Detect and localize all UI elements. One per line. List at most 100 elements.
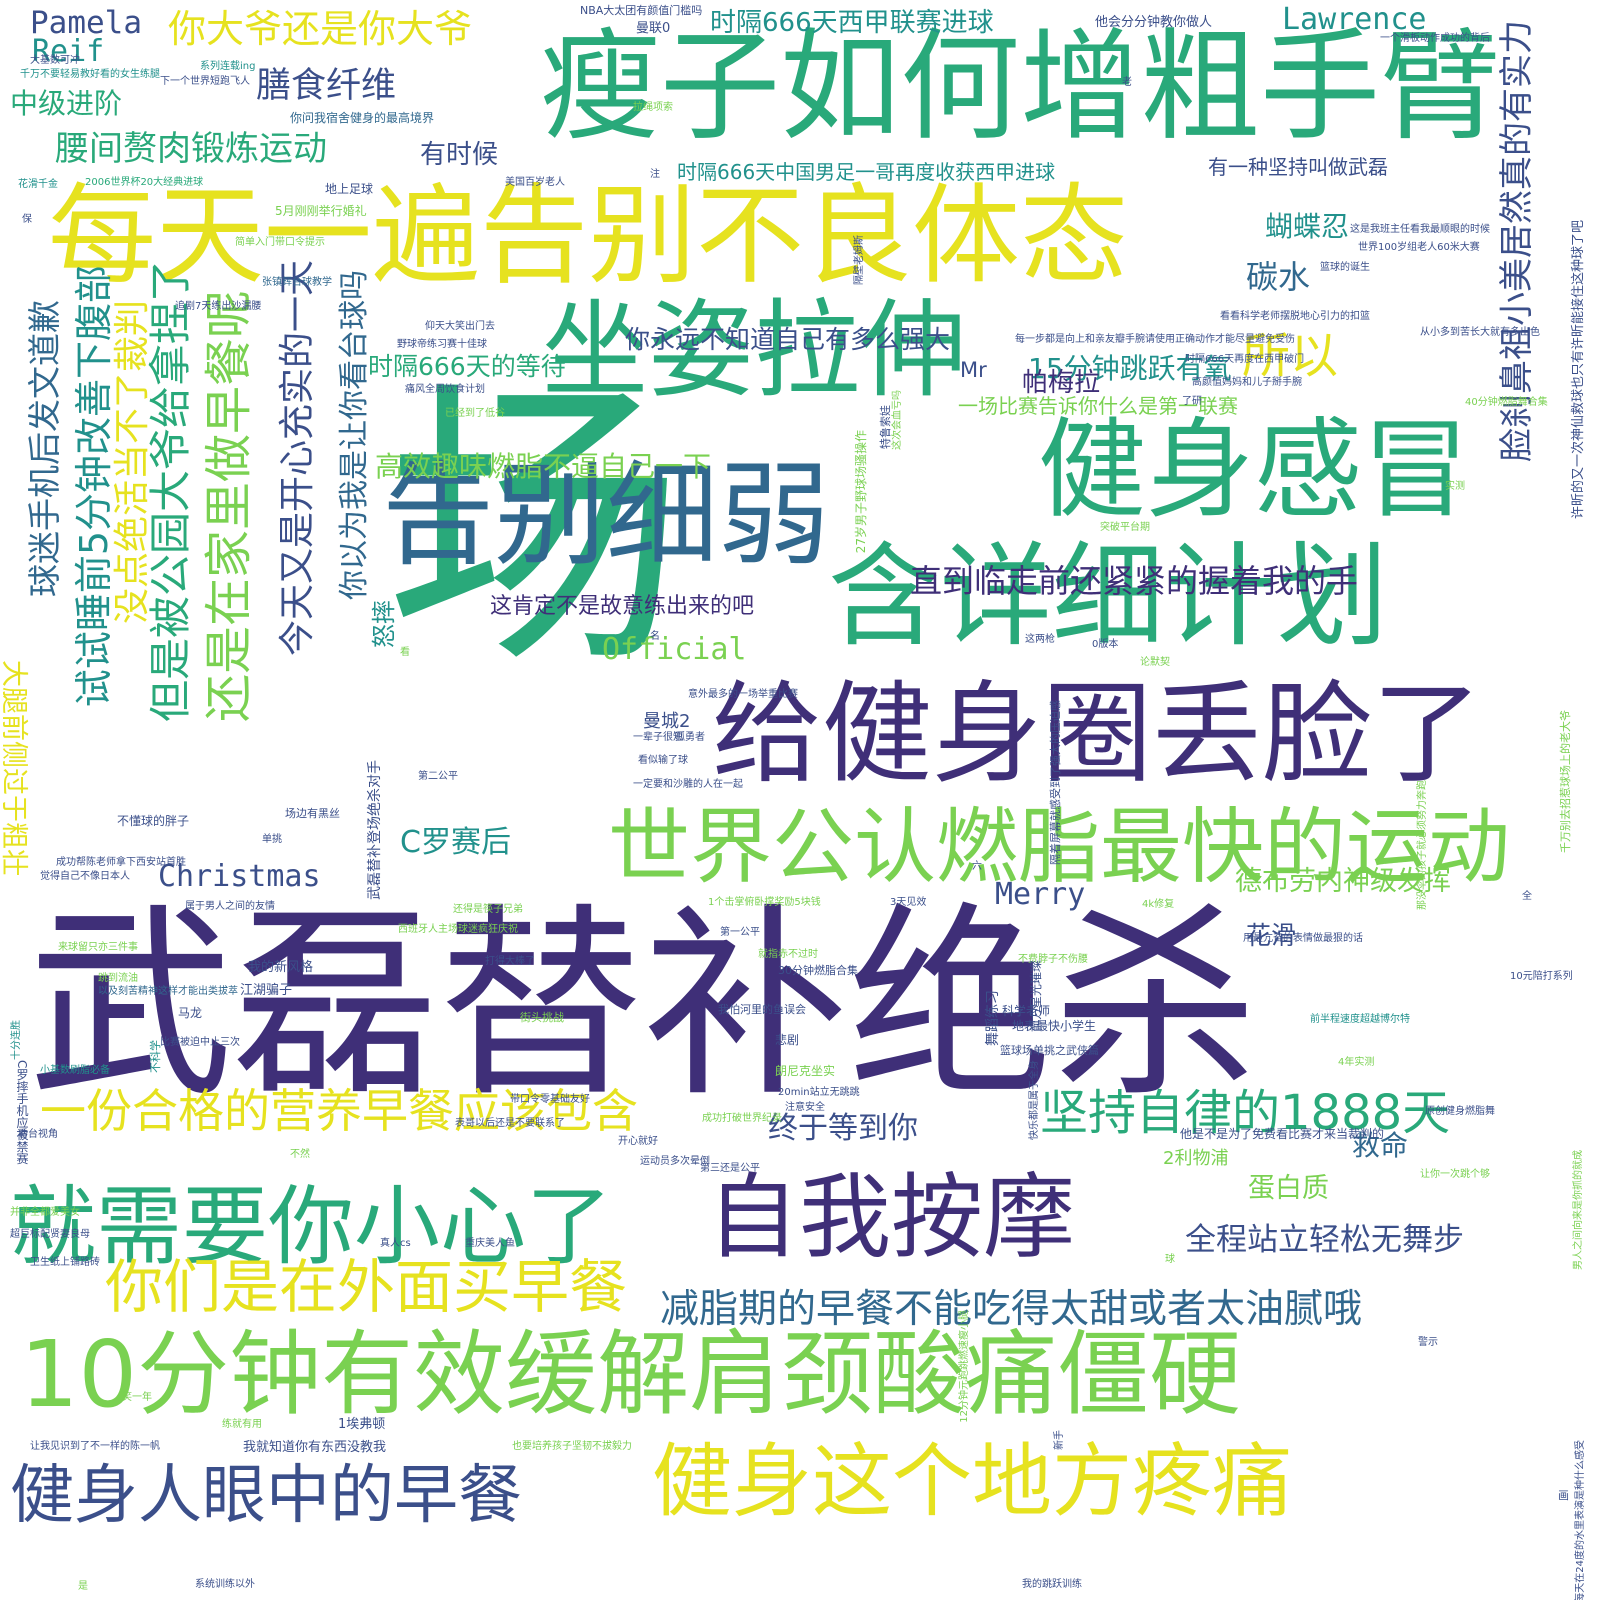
word: 跳到流油 xyxy=(98,973,138,984)
word: 世界100岁组老人60米大赛 xyxy=(1358,242,1480,253)
word: 张镇辉台球教学 xyxy=(262,277,332,288)
word: 高颜值妈妈和儿子掰手腕 xyxy=(1192,377,1302,388)
word: 每天一遍告别不良体态 xyxy=(48,174,1129,299)
word: 脸刹鼻祖小美居然真的有实力 xyxy=(1497,20,1537,462)
word: 第一公平 xyxy=(720,927,760,938)
word: 他会分分钟教你做人 xyxy=(1095,15,1213,30)
word: 不然 xyxy=(290,1149,310,1160)
word: 看看科学老师摆脱地心引力的扣篮 xyxy=(1220,311,1370,322)
word: 觉得自己不像日本人 xyxy=(40,871,130,882)
word: 27岁男子野球场骚操作 xyxy=(854,430,868,554)
word: 追剧7天练出沙漏腰 xyxy=(175,301,262,312)
word: 系统训练以外 xyxy=(195,1579,255,1590)
word: Pamela xyxy=(30,5,142,41)
word: 中级进阶 xyxy=(10,87,123,120)
word: C罗摔手机应被禁赛 xyxy=(15,1060,29,1165)
word: 时隔666天中国男足一哥再度收获西甲进球 xyxy=(677,160,1056,184)
word: 有时候 xyxy=(420,140,499,170)
word: 碳水 xyxy=(1246,258,1311,296)
word: C罗赛后 xyxy=(400,825,511,860)
word: 大腿前侧过于粗壮 xyxy=(0,660,29,876)
word: 让我见识到了不一样的陈一帆 xyxy=(30,1441,160,1452)
word: 了研 xyxy=(1182,396,1202,407)
word: 我的新风格 xyxy=(248,960,314,975)
word: Lawrence xyxy=(1282,2,1427,37)
word: 减脂期的早餐不能吃得太甜或者太油腻哦 xyxy=(660,1287,1363,1332)
word: 千万不要轻易教好看的女生练腿 xyxy=(20,69,160,80)
word: 让你一次跳个够 xyxy=(1420,1169,1490,1180)
word: 时隔666天西甲联赛进球 xyxy=(710,8,994,38)
word: 男人之间向来是你抓的就成 xyxy=(1573,1150,1584,1270)
word: 就需要你小心了 xyxy=(10,1177,612,1277)
word: 他是不是为了免费看比赛才来当裁判的 xyxy=(1180,1127,1385,1141)
word: 1个击掌俯卧撑奖励5块钱 xyxy=(708,897,821,908)
word: 球迷手机后发文道歉 xyxy=(25,300,64,597)
word: Official xyxy=(602,632,747,667)
word: 练就有用 xyxy=(222,1419,262,1430)
word: 来球留只亦三件事 xyxy=(58,942,138,953)
word: 曼联0 xyxy=(636,21,671,36)
word: 老 xyxy=(1122,77,1132,88)
word: 单挑 xyxy=(262,834,282,845)
word: 比赛被迫中止三次 xyxy=(160,1037,240,1048)
word: NBA大太团有颜值门槛吗 xyxy=(580,4,703,17)
word: 以及刻苦精神这样才能出类拔萃 xyxy=(98,986,238,997)
word: 新手 xyxy=(1054,1430,1065,1450)
word: 江湖骗子 xyxy=(240,983,293,998)
word: 40分钟燃脂舞合集 xyxy=(1465,397,1548,408)
word: 帕梅拉 xyxy=(1022,368,1101,398)
word: 自我按摩 xyxy=(707,1164,1076,1271)
word: 场边有黑丝 xyxy=(285,807,340,820)
word: 突破平台期 xyxy=(1100,522,1150,533)
word: 注意安全 xyxy=(785,1102,825,1113)
word: 打得大棒了 xyxy=(485,956,535,967)
word: 开心就好 xyxy=(618,1136,658,1147)
word: 系列连载ing xyxy=(200,61,256,72)
word: 许昕的又一次神仙救球也只有许昕能接住这种球了吧 xyxy=(1571,220,1586,520)
word: 全程站立轻松无舞步 xyxy=(1185,1222,1464,1258)
word: 不懂球的胖子 xyxy=(117,814,190,828)
word: 马龙 xyxy=(178,1006,203,1020)
word: 科学老师 xyxy=(1002,1004,1051,1018)
word: 蝴蝶忍 xyxy=(1265,210,1350,243)
word: 朗尼克坐实 xyxy=(775,1064,836,1078)
word: 武磊替补绝杀 xyxy=(28,887,1258,1125)
word: 简单入门带口令提示 xyxy=(235,237,325,248)
word: 一辈子很短 xyxy=(633,732,683,743)
word: 隔壁老姆斯 xyxy=(854,235,865,285)
word: 下一个世界短跑飞人 xyxy=(160,76,250,87)
word: 时隔666天再度在西甲破门 xyxy=(1185,354,1305,365)
word: 瘦子如何增粗手臂 xyxy=(540,18,1500,157)
word: 场 xyxy=(385,355,685,704)
word: 篮球的诞生 xyxy=(1320,262,1370,273)
word: 属于男人之间的友情 xyxy=(185,901,275,912)
word: 用最亢奋的表情做最狠的话 xyxy=(1243,933,1363,944)
word: 所以 xyxy=(1242,328,1339,384)
word: 第三还是公平 xyxy=(700,1163,760,1174)
word: 是 xyxy=(78,1581,88,1592)
word: 这肯定不是故意练出来的吧 xyxy=(490,594,755,619)
word: 告别细弱 xyxy=(382,451,830,581)
word: 前方星光璀璨 xyxy=(1029,960,1043,1033)
word: 我的跳跃训练 xyxy=(1022,1579,1082,1590)
word: 意外最多的一场举重比赛 xyxy=(688,689,798,700)
word: Merry xyxy=(995,877,1086,912)
word: 论默契 xyxy=(1140,657,1170,668)
word: 运动员多次晕倒 xyxy=(640,1156,710,1167)
word: 街头挑战 xyxy=(520,1011,564,1024)
word: 30分钟燃脂合集 xyxy=(778,964,858,977)
word: 已经到了低谷 xyxy=(445,408,505,419)
word: 大基数可冲 xyxy=(30,55,80,66)
word: 4k修复 xyxy=(1142,899,1175,910)
word: 含详细计划 xyxy=(828,532,1388,662)
word: 美国百岁老人 xyxy=(505,177,565,188)
word: 但是被公园大爷给拿捏了 xyxy=(146,260,195,723)
word: 有一种坚持叫做武磊 xyxy=(1208,155,1388,179)
word: 不费脖子不伤腰 xyxy=(1018,954,1088,965)
word: 拉绳项索 xyxy=(633,102,673,113)
word: 十分连胜 xyxy=(11,1020,22,1060)
word: 真人cs xyxy=(380,1238,411,1249)
word: 这是我班主任看我最顺眼的时候 xyxy=(1350,224,1490,235)
word: 0版本 xyxy=(1092,639,1119,650)
word: 警示 xyxy=(1418,1337,1438,1348)
